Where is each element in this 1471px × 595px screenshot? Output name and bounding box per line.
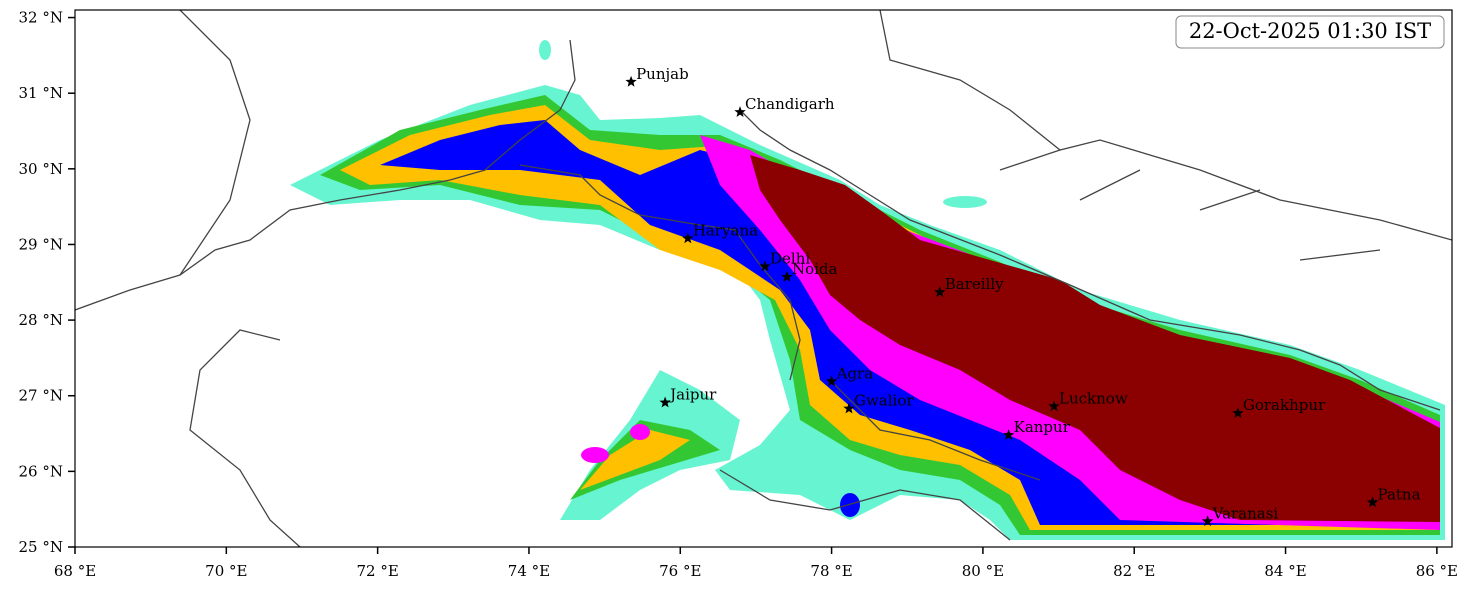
city-marker bbox=[825, 375, 838, 387]
city-label: Kanpur bbox=[1014, 418, 1071, 436]
city-label: Gorakhpur bbox=[1243, 396, 1326, 414]
city-marker bbox=[659, 396, 671, 408]
boundaries bbox=[75, 10, 1452, 547]
city-label: Punjab bbox=[636, 65, 689, 83]
y-tick-label: 32 °N bbox=[19, 9, 63, 27]
city-label: Noida bbox=[792, 260, 838, 278]
city-label: Varanasi bbox=[1212, 504, 1279, 522]
map-frame bbox=[74, 9, 1453, 548]
x-tick-label: 84 °E bbox=[1264, 562, 1306, 580]
city-marker bbox=[625, 75, 637, 87]
city-label: Delhi bbox=[770, 249, 810, 267]
x-tick-label: 78 °E bbox=[810, 562, 852, 580]
city-label: Gwalior bbox=[854, 392, 914, 410]
rainfall-field bbox=[290, 40, 1445, 540]
city-marker bbox=[1232, 407, 1244, 418]
y-tick-label: 26 °N bbox=[19, 462, 63, 480]
x-tick-label: 74 °E bbox=[508, 562, 550, 580]
y-tick-label: 29 °N bbox=[19, 235, 63, 253]
x-tick-label: 76 °E bbox=[659, 562, 701, 580]
y-tick-label: 31 °N bbox=[19, 84, 63, 102]
city-marker bbox=[1002, 429, 1015, 440]
city-label: Jaipur bbox=[668, 386, 717, 404]
y-tick-label: 28 °N bbox=[19, 311, 63, 329]
city-marker bbox=[734, 106, 746, 117]
city-marker bbox=[682, 232, 694, 244]
city-marker bbox=[759, 260, 771, 272]
x-tick-label: 82 °E bbox=[1113, 562, 1155, 580]
city-marker bbox=[781, 271, 793, 282]
city-label: Bareilly bbox=[945, 275, 1004, 293]
y-tick-label: 30 °N bbox=[19, 160, 63, 178]
city-marker bbox=[1366, 496, 1379, 508]
city-marker bbox=[934, 286, 946, 297]
city-label: Patna bbox=[1378, 485, 1421, 503]
city-marker bbox=[1048, 400, 1060, 412]
y-tick-label: 25 °N bbox=[19, 538, 63, 556]
x-tick-label: 70 °E bbox=[205, 562, 247, 580]
city-marker bbox=[1201, 515, 1214, 527]
x-tick-label: 80 °E bbox=[962, 562, 1004, 580]
axes: 68 °E 70 °E 72 °E 74 °E 76 °E 78 °E 80 °E 82 °E… bbox=[19, 9, 1459, 580]
x-tick-label: 86 °E bbox=[1416, 562, 1458, 580]
timestamp-box bbox=[1175, 15, 1445, 49]
timestamp: 22-Oct-2025 01:30 IST bbox=[1189, 19, 1431, 43]
x-tick-label: 72 °E bbox=[356, 562, 398, 580]
city-label: Chandigarh bbox=[745, 95, 835, 113]
city-label: Lucknow bbox=[1059, 389, 1128, 407]
city-label: Haryana bbox=[693, 221, 758, 239]
y-tick-label: 27 °N bbox=[19, 387, 63, 405]
x-tick-label: 68 °E bbox=[54, 562, 96, 580]
city-label: Agra bbox=[836, 364, 874, 382]
city-marker bbox=[843, 402, 855, 414]
